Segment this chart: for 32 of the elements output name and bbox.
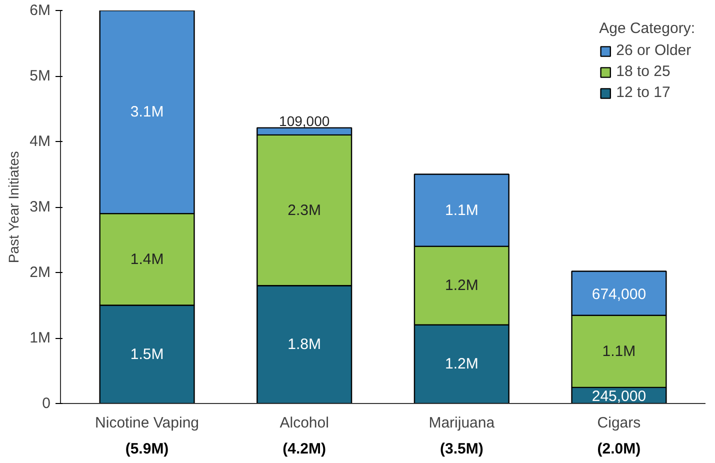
- y-axis-title: Past Year Initiates: [6, 151, 22, 264]
- x-tick-label: Nicotine Vaping: [95, 414, 199, 432]
- legend-label: 26 or Older: [616, 42, 692, 59]
- data-label: 1.8M: [288, 336, 322, 354]
- data-label: 1.2M: [444, 356, 478, 373]
- legend-label: 18 to 25: [616, 63, 670, 80]
- y-tick-label: 4M: [30, 133, 51, 150]
- data-label: 109,000: [279, 112, 330, 129]
- data-label: 245,000: [592, 388, 646, 405]
- y-tick-label: 2M: [30, 264, 51, 281]
- data-label: 1.1M: [444, 202, 478, 219]
- total-label: (4.2M): [282, 440, 326, 458]
- legend-title: Age Category:: [599, 20, 695, 37]
- data-label: 1.2M: [444, 277, 478, 294]
- y-tick-label: 6M: [30, 2, 51, 19]
- data-label: 2.3M: [288, 202, 322, 219]
- total-label: (3.5M): [440, 440, 484, 458]
- legend-label: 12 to 17: [616, 84, 670, 101]
- data-label: 3.1M: [130, 104, 164, 121]
- y-tick-label: 1M: [30, 330, 51, 346]
- y-tick-label: 5M: [30, 68, 51, 84]
- x-tick-label: Alcohol: [280, 414, 329, 432]
- data-label: 674,000: [592, 286, 646, 303]
- x-tick-label: Marijuana: [428, 414, 496, 432]
- data-label: 1.1M: [602, 342, 636, 360]
- total-label: (2.0M): [597, 440, 641, 458]
- y-tick-label: 3M: [30, 198, 51, 216]
- data-label: 1.5M: [130, 346, 164, 363]
- x-tick-label: Cigars: [597, 414, 641, 432]
- y-tick-label: 0: [42, 395, 50, 412]
- total-label: (5.9M): [125, 440, 169, 458]
- data-label: 1.4M: [130, 250, 164, 268]
